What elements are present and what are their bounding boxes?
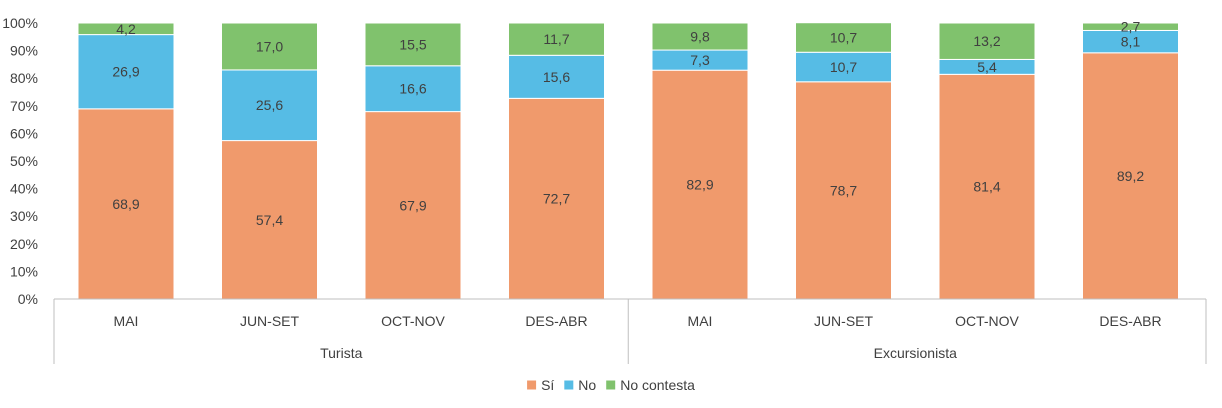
x-category-label: DES-ABR xyxy=(1099,313,1161,329)
x-category-label: JUN-SET xyxy=(814,313,874,329)
bars: 68,9 26,9 4,2 57,4 25,6 17,0 67,9 16,6 15,5 72,7 1… xyxy=(77,19,1179,300)
bar-segment xyxy=(938,73,1036,300)
bar-segment xyxy=(77,108,175,300)
bar-segment xyxy=(364,65,462,113)
data-label: 2,7 xyxy=(1121,19,1141,35)
data-label: 17,0 xyxy=(256,38,283,54)
data-label: 10,7 xyxy=(830,29,857,45)
y-tick-label: 50% xyxy=(10,153,38,169)
x-category-label: MAI xyxy=(688,313,713,329)
data-label: 8,1 xyxy=(1121,34,1141,50)
bar-segment xyxy=(508,97,605,300)
y-tick-label: 10% xyxy=(10,263,38,279)
y-tick-label: 0% xyxy=(18,291,38,307)
data-label: 67,9 xyxy=(399,197,426,213)
y-tick-label: 30% xyxy=(10,208,38,224)
y-tick-label: 40% xyxy=(10,181,38,197)
bar-segment xyxy=(508,22,605,56)
x-category-label: JUN-SET xyxy=(240,313,300,329)
y-tick-label: 20% xyxy=(10,236,38,252)
data-label: 15,6 xyxy=(543,69,570,85)
legend-label: Sí xyxy=(541,377,554,393)
bar-segment xyxy=(364,22,462,67)
y-tick-label: 80% xyxy=(10,70,38,86)
x-category-label: MAI xyxy=(114,313,139,329)
data-label: 57,4 xyxy=(256,212,283,228)
y-axis: 0% 10% 20% 30% 40% 50% 60% 70% 80% 90% 100% xyxy=(2,15,38,307)
data-label: 9,8 xyxy=(690,29,710,45)
data-label: 15,5 xyxy=(399,36,426,52)
bar-segment xyxy=(1082,22,1179,31)
data-label: 78,7 xyxy=(830,182,857,198)
x-category-label: OCT-NOV xyxy=(955,313,1019,329)
data-label: 11,7 xyxy=(543,31,569,47)
data-label: 7,3 xyxy=(690,52,710,68)
y-tick-label: 90% xyxy=(10,43,38,59)
legend-label: No contesta xyxy=(620,377,695,393)
bar-segment xyxy=(938,22,1036,60)
x-category-label: OCT-NOV xyxy=(381,313,445,329)
y-tick-label: 60% xyxy=(10,125,38,141)
data-label: 4,2 xyxy=(116,21,136,37)
legend-swatch xyxy=(564,380,574,390)
bar-segment xyxy=(651,22,749,51)
data-label: 5,4 xyxy=(977,59,997,75)
legend: Sí No No contesta xyxy=(527,377,695,393)
bar-segment xyxy=(508,54,605,99)
data-label: 68,9 xyxy=(112,196,139,212)
data-label: 81,4 xyxy=(973,179,1000,195)
bar-segment xyxy=(221,140,318,300)
bar-segment xyxy=(651,69,749,300)
legend-item: No contesta xyxy=(606,377,695,393)
y-tick-label: 70% xyxy=(10,98,38,114)
bar-segment xyxy=(364,111,462,300)
data-label: 10,7 xyxy=(830,59,857,75)
bar-segment xyxy=(77,22,175,36)
bar-segment xyxy=(221,69,318,142)
bar-segment xyxy=(795,22,892,53)
bar-segment xyxy=(77,34,175,110)
bar-segment xyxy=(1082,52,1179,300)
data-label: 25,6 xyxy=(256,97,283,113)
x-group-label: Excursionista xyxy=(874,345,957,361)
data-label: 72,7 xyxy=(543,191,570,207)
data-label: 82,9 xyxy=(686,177,713,193)
legend-item: No xyxy=(564,377,596,393)
x-axis: MAI JUN-SET OCT-NOV DES-ABR Turista MAI JUN-SE… xyxy=(53,298,1207,364)
legend-label: No xyxy=(578,377,596,393)
x-group-label: Turista xyxy=(320,345,362,361)
bar-segment xyxy=(795,51,892,83)
bar-segment xyxy=(795,81,892,300)
legend-swatch xyxy=(606,380,616,390)
data-label: 13,2 xyxy=(973,33,1000,49)
y-tick-label: 100% xyxy=(2,15,38,31)
data-label: 89,2 xyxy=(1117,168,1144,184)
bar-segment xyxy=(221,22,318,71)
legend-item: Sí xyxy=(527,377,554,393)
data-label: 16,6 xyxy=(399,81,426,97)
x-category-label: DES-ABR xyxy=(525,313,587,329)
data-label: 26,9 xyxy=(112,64,139,80)
legend-swatch xyxy=(527,380,537,390)
